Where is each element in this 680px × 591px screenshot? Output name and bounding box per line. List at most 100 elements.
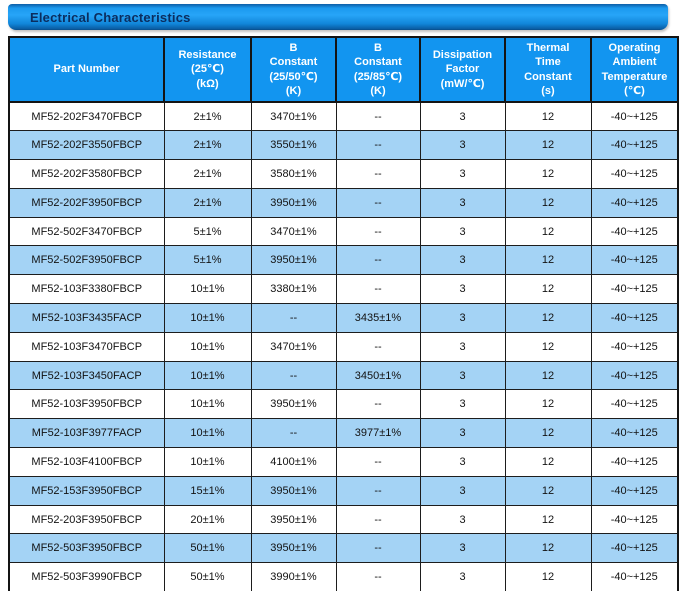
cell-resistance: 10±1% bbox=[163, 360, 252, 391]
cell-thermal-time-constant: 12 bbox=[504, 533, 592, 564]
cell-resistance: 5±1% bbox=[163, 216, 252, 247]
cell-resistance: 20±1% bbox=[163, 504, 252, 535]
cell-dissipation-factor: 3 bbox=[419, 447, 506, 477]
cell-b-constant-25-50: 3380±1% bbox=[250, 274, 337, 305]
cell-b-constant-25-50: -- bbox=[250, 360, 337, 391]
cell-b-constant-25-85: -- bbox=[335, 331, 421, 362]
cell-dissipation-factor: 3 bbox=[419, 533, 506, 564]
cell-b-constant-25-50: 3470±1% bbox=[250, 101, 337, 132]
cell-b-constant-25-85: -- bbox=[335, 447, 421, 477]
cell-b-constant-25-85: -- bbox=[335, 187, 421, 218]
table-row: MF52-153F3950FBCP 15±1% 3950±1% -- 3 12 … bbox=[8, 475, 679, 506]
cell-thermal-time-constant: 12 bbox=[504, 187, 592, 218]
cell-operating-temp: -40~+125 bbox=[590, 245, 679, 276]
table-row: MF52-103F3977FACP 10±1% -- 3977±1% 3 12 … bbox=[8, 418, 679, 449]
cell-dissipation-factor: 3 bbox=[419, 504, 506, 535]
cell-b-constant-25-85: -- bbox=[335, 101, 421, 132]
section-title: Electrical Characteristics bbox=[30, 9, 191, 25]
cell-part-number: MF52-202F3580FBCP bbox=[8, 159, 165, 189]
cell-b-constant-25-50: 3470±1% bbox=[250, 331, 337, 362]
cell-b-constant-25-50: 3950±1% bbox=[250, 504, 337, 535]
cell-operating-temp: -40~+125 bbox=[590, 475, 679, 506]
cell-b-constant-25-50: 3950±1% bbox=[250, 245, 337, 276]
cell-thermal-time-constant: 12 bbox=[504, 447, 592, 477]
cell-part-number: MF52-203F3950FBCP bbox=[8, 504, 165, 535]
cell-thermal-time-constant: 12 bbox=[504, 418, 592, 449]
cell-operating-temp: -40~+125 bbox=[590, 187, 679, 218]
cell-b-constant-25-50: 3470±1% bbox=[250, 216, 337, 247]
cell-b-constant-25-85: -- bbox=[335, 533, 421, 564]
table-row: MF52-502F3950FBCP 5±1% 3950±1% -- 3 12 -… bbox=[8, 245, 679, 276]
cell-b-constant-25-85: -- bbox=[335, 245, 421, 276]
cell-dissipation-factor: 3 bbox=[419, 562, 506, 591]
cell-operating-temp: -40~+125 bbox=[590, 533, 679, 564]
cell-resistance: 10±1% bbox=[163, 274, 252, 305]
cell-dissipation-factor: 3 bbox=[419, 187, 506, 218]
cell-operating-temp: -40~+125 bbox=[590, 418, 679, 449]
cell-b-constant-25-85: -- bbox=[335, 159, 421, 189]
table-row: MF52-503F3950FBCP 50±1% 3950±1% -- 3 12 … bbox=[8, 533, 679, 564]
cell-resistance: 50±1% bbox=[163, 533, 252, 564]
cell-b-constant-25-50: 3950±1% bbox=[250, 187, 337, 218]
cell-b-constant-25-50: -- bbox=[250, 418, 337, 449]
col-header-part-number: Part Number bbox=[8, 36, 165, 103]
cell-dissipation-factor: 3 bbox=[419, 418, 506, 449]
cell-thermal-time-constant: 12 bbox=[504, 245, 592, 276]
col-header-dissipation-factor: Dissipation Factor (mW/℃) bbox=[419, 36, 506, 103]
cell-dissipation-factor: 3 bbox=[419, 130, 506, 161]
table-header: Part Number Resistance (25℃) (kΩ) B Cons… bbox=[8, 36, 679, 103]
cell-dissipation-factor: 3 bbox=[419, 245, 506, 276]
cell-resistance: 2±1% bbox=[163, 130, 252, 161]
cell-b-constant-25-85: -- bbox=[335, 130, 421, 161]
table-row: MF52-103F3380FBCP 10±1% 3380±1% -- 3 12 … bbox=[8, 274, 679, 305]
cell-part-number: MF52-103F3450FACP bbox=[8, 360, 165, 391]
cell-thermal-time-constant: 12 bbox=[504, 159, 592, 189]
table-row: MF52-103F3435FACP 10±1% -- 3435±1% 3 12 … bbox=[8, 303, 679, 333]
cell-part-number: MF52-103F3380FBCP bbox=[8, 274, 165, 305]
cell-b-constant-25-85: -- bbox=[335, 389, 421, 420]
cell-operating-temp: -40~+125 bbox=[590, 159, 679, 189]
cell-b-constant-25-50: 3950±1% bbox=[250, 533, 337, 564]
cell-thermal-time-constant: 12 bbox=[504, 475, 592, 506]
cell-operating-temp: -40~+125 bbox=[590, 216, 679, 247]
cell-b-constant-25-85: -- bbox=[335, 504, 421, 535]
cell-b-constant-25-85: 3977±1% bbox=[335, 418, 421, 449]
cell-resistance: 10±1% bbox=[163, 303, 252, 333]
header-row: Part Number Resistance (25℃) (kΩ) B Cons… bbox=[8, 36, 679, 103]
cell-b-constant-25-50: -- bbox=[250, 303, 337, 333]
cell-operating-temp: -40~+125 bbox=[590, 331, 679, 362]
col-header-resistance: Resistance (25℃) (kΩ) bbox=[163, 36, 252, 103]
table-row: MF52-103F3450FACP 10±1% -- 3450±1% 3 12 … bbox=[8, 360, 679, 391]
cell-dissipation-factor: 3 bbox=[419, 389, 506, 420]
cell-resistance: 10±1% bbox=[163, 331, 252, 362]
cell-resistance: 10±1% bbox=[163, 447, 252, 477]
table-row: MF52-502F3470FBCP 5±1% 3470±1% -- 3 12 -… bbox=[8, 216, 679, 247]
table-body: MF52-202F3470FBCP 2±1% 3470±1% -- 3 12 -… bbox=[8, 101, 679, 591]
cell-resistance: 5±1% bbox=[163, 245, 252, 276]
cell-b-constant-25-50: 3990±1% bbox=[250, 562, 337, 591]
cell-part-number: MF52-503F3990FBCP bbox=[8, 562, 165, 591]
cell-operating-temp: -40~+125 bbox=[590, 504, 679, 535]
cell-part-number: MF52-202F3950FBCP bbox=[8, 187, 165, 218]
cell-part-number: MF52-502F3470FBCP bbox=[8, 216, 165, 247]
cell-part-number: MF52-502F3950FBCP bbox=[8, 245, 165, 276]
cell-b-constant-25-85: 3435±1% bbox=[335, 303, 421, 333]
cell-operating-temp: -40~+125 bbox=[590, 447, 679, 477]
cell-b-constant-25-50: 3950±1% bbox=[250, 475, 337, 506]
cell-resistance: 50±1% bbox=[163, 562, 252, 591]
cell-b-constant-25-50: 3580±1% bbox=[250, 159, 337, 189]
col-header-b-constant-25-50: B Constant (25/50℃) (K) bbox=[250, 36, 337, 103]
cell-resistance: 2±1% bbox=[163, 187, 252, 218]
cell-b-constant-25-85: -- bbox=[335, 216, 421, 247]
cell-part-number: MF52-153F3950FBCP bbox=[8, 475, 165, 506]
cell-dissipation-factor: 3 bbox=[419, 216, 506, 247]
cell-dissipation-factor: 3 bbox=[419, 159, 506, 189]
cell-resistance: 2±1% bbox=[163, 159, 252, 189]
table-row: MF52-103F4100FBCP 10±1% 4100±1% -- 3 12 … bbox=[8, 447, 679, 477]
cell-part-number: MF52-103F3977FACP bbox=[8, 418, 165, 449]
cell-operating-temp: -40~+125 bbox=[590, 130, 679, 161]
cell-operating-temp: -40~+125 bbox=[590, 562, 679, 591]
cell-thermal-time-constant: 12 bbox=[504, 303, 592, 333]
cell-thermal-time-constant: 12 bbox=[504, 562, 592, 591]
